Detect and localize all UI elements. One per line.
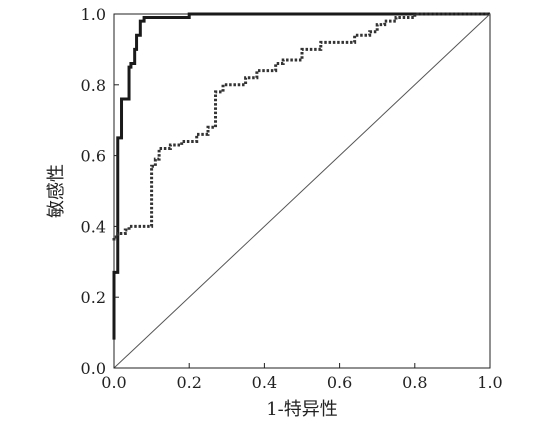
x-tick-label: 0.8: [402, 373, 427, 392]
y-tick-label: 0.2: [81, 288, 106, 307]
series-line-3: [113, 13, 491, 369]
y-tick-label: 0.4: [81, 217, 106, 236]
series-line-2: [112, 12, 490, 241]
y-axis-title: 敏感性: [46, 164, 67, 218]
series-layer: [112, 12, 491, 369]
x-tick-label: 0.2: [176, 373, 201, 392]
x-tick-label: 0.6: [327, 373, 352, 392]
x-tick-label: 0.4: [252, 373, 277, 392]
x-axis-ticks: 0.0 0.2 0.4 0.6 0.8 1.0: [101, 363, 503, 392]
series-line-1: [112, 12, 490, 340]
y-tick-label: 0.8: [81, 76, 106, 95]
x-tick-label: 0.0: [101, 373, 126, 392]
y-tick-label: 0.6: [81, 147, 106, 166]
x-axis-title: 1-特异性: [266, 399, 338, 420]
x-tick-label: 1.0: [477, 373, 502, 392]
y-tick-label: 0.0: [81, 359, 106, 378]
y-axis-ticks: 0.0 0.2 0.4 0.6 0.8 1.0: [81, 5, 119, 378]
y-tick-label: 1.0: [81, 5, 106, 24]
